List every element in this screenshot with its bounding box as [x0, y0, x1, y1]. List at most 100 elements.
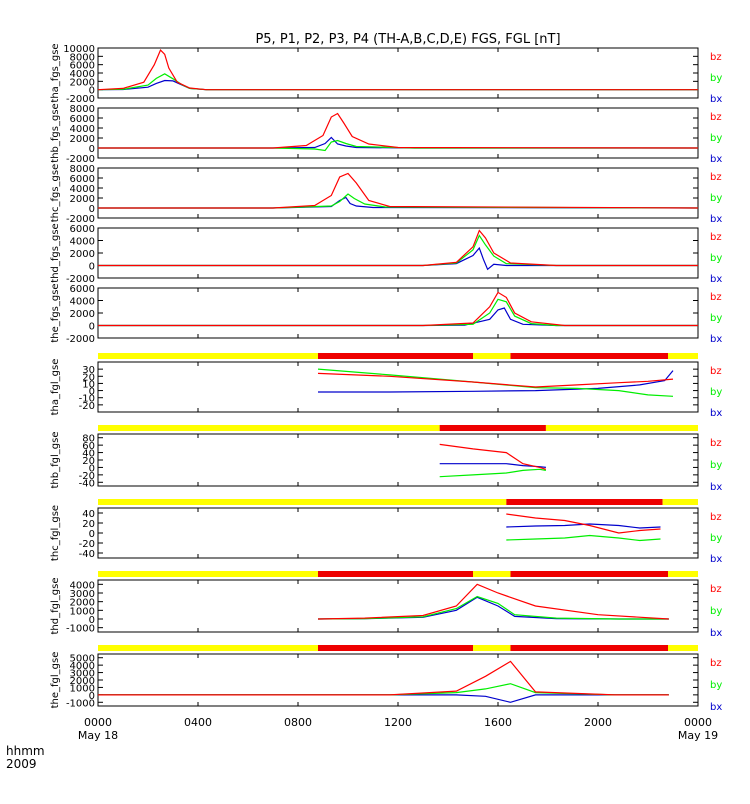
y-tick-label: 0: [89, 529, 95, 540]
status-bar-segment: [318, 353, 473, 359]
y-tick-label: 0: [89, 144, 95, 155]
y-tick-label: 3000: [70, 589, 95, 600]
status-bar-segment: [439, 425, 546, 431]
status-bar-segment: [318, 571, 473, 577]
status-bar-segment: [98, 645, 318, 651]
legend-label-bz: bz: [710, 584, 722, 595]
panel-frame: [97, 507, 699, 559]
y-tick-label: 6000: [70, 224, 95, 235]
y-tick-label: 4000: [70, 69, 95, 80]
y-tick-label: -1000: [66, 698, 95, 709]
series-bx: [98, 694, 669, 703]
y-tick-label: -10: [79, 394, 95, 405]
legend-label-bz: bz: [710, 438, 722, 449]
status-bar-segment: [98, 353, 318, 359]
y-axis-label: tha_fgs_gse: [50, 43, 61, 102]
series-bx: [318, 370, 674, 393]
y-tick-label: 80: [82, 434, 95, 445]
y-tick-label: 4000: [70, 580, 95, 591]
legend-label-by: by: [710, 253, 722, 264]
chart-title: P5, P1, P2, P3, P4 (TH-A,B,C,D,E) FGS, F…: [255, 32, 560, 47]
series-bx: [98, 246, 698, 271]
series-by: [317, 368, 674, 397]
series-bz: [98, 229, 698, 267]
y-tick-label: 10000: [63, 44, 95, 55]
legend-label-bx: bx: [710, 554, 722, 565]
y-axis-label: thd_fgl_gse: [50, 578, 61, 635]
y-tick-label: -40: [79, 478, 95, 489]
y-tick-label: 2000: [70, 598, 95, 609]
y-axis-label: thd_fgs_gse: [50, 223, 61, 282]
status-bar-segment: [510, 571, 668, 577]
y-tick-label: 4000: [70, 237, 95, 248]
y-tick-label: -2000: [66, 94, 95, 105]
series-by: [98, 193, 698, 209]
y-tick-label: 10: [82, 379, 95, 390]
y-tick-label: 2000: [70, 676, 95, 687]
legend-label-by: by: [710, 73, 722, 84]
y-tick-label: 6000: [70, 114, 95, 125]
series-bx: [98, 136, 698, 149]
y-tick-label: 2000: [70, 134, 95, 145]
legend-label-bx: bx: [710, 334, 722, 345]
series-by: [506, 534, 661, 542]
y-tick-label: -2000: [66, 154, 95, 165]
status-bar-segment: [510, 645, 668, 651]
panel-frame: [97, 227, 699, 279]
y-tick-label: 0: [89, 463, 95, 474]
series-bz: [98, 112, 698, 149]
series-by: [439, 468, 547, 478]
series-group: [317, 583, 669, 620]
x-tick-sublabel: May 19: [678, 729, 718, 742]
x-tick-label: 2000: [584, 716, 612, 729]
legend-label-bx: bx: [710, 628, 722, 639]
x-tick-label: 0400: [184, 716, 212, 729]
y-tick-label: 6000: [70, 284, 95, 295]
y-tick-label: 0: [89, 322, 95, 333]
y-tick-label: 8000: [70, 52, 95, 63]
legend-label-by: by: [710, 533, 722, 544]
y-tick-label: 40: [82, 449, 95, 460]
series-group: [98, 291, 698, 327]
series-bz: [506, 513, 661, 534]
series-group: [98, 660, 669, 703]
legend-label-by: by: [710, 133, 722, 144]
x-tick-label: 0800: [284, 716, 312, 729]
status-bar-segment: [668, 645, 698, 651]
status-bar-segment: [506, 499, 663, 505]
y-tick-label: 6000: [70, 61, 95, 72]
y-tick-label: 3000: [70, 669, 95, 680]
series-bz: [317, 372, 674, 388]
y-tick-label: -20: [79, 401, 95, 412]
legend-label-bz: bz: [710, 512, 722, 523]
series-bz: [439, 443, 547, 470]
status-bar-segment: [473, 645, 511, 651]
y-tick-label: 30: [82, 365, 95, 376]
legend-label-bz: bz: [710, 232, 722, 243]
y-axis-label: thb_fgs_gse: [50, 103, 61, 162]
status-bar-segment: [510, 353, 668, 359]
y-tick-label: 0: [89, 387, 95, 398]
y-tick-label: 4000: [70, 661, 95, 672]
legend-label-bz: bz: [710, 52, 722, 63]
y-tick-label: 60: [82, 441, 95, 452]
status-bar-segment: [668, 353, 698, 359]
legend-label-bz: bz: [710, 112, 722, 123]
y-tick-label: -2000: [66, 214, 95, 225]
series-bz: [98, 291, 698, 327]
y-tick-label: 4000: [70, 124, 95, 135]
series-bx: [98, 307, 698, 327]
y-axis-label: the_fgs_gse: [50, 283, 61, 342]
status-bar-segment: [473, 571, 511, 577]
y-tick-label: 0: [89, 204, 95, 215]
y-tick-label: 40: [82, 509, 95, 520]
series-bz: [98, 660, 669, 696]
y-tick-label: 0: [89, 86, 95, 97]
legend-label-by: by: [710, 313, 722, 324]
y-tick-label: 0: [89, 691, 95, 702]
